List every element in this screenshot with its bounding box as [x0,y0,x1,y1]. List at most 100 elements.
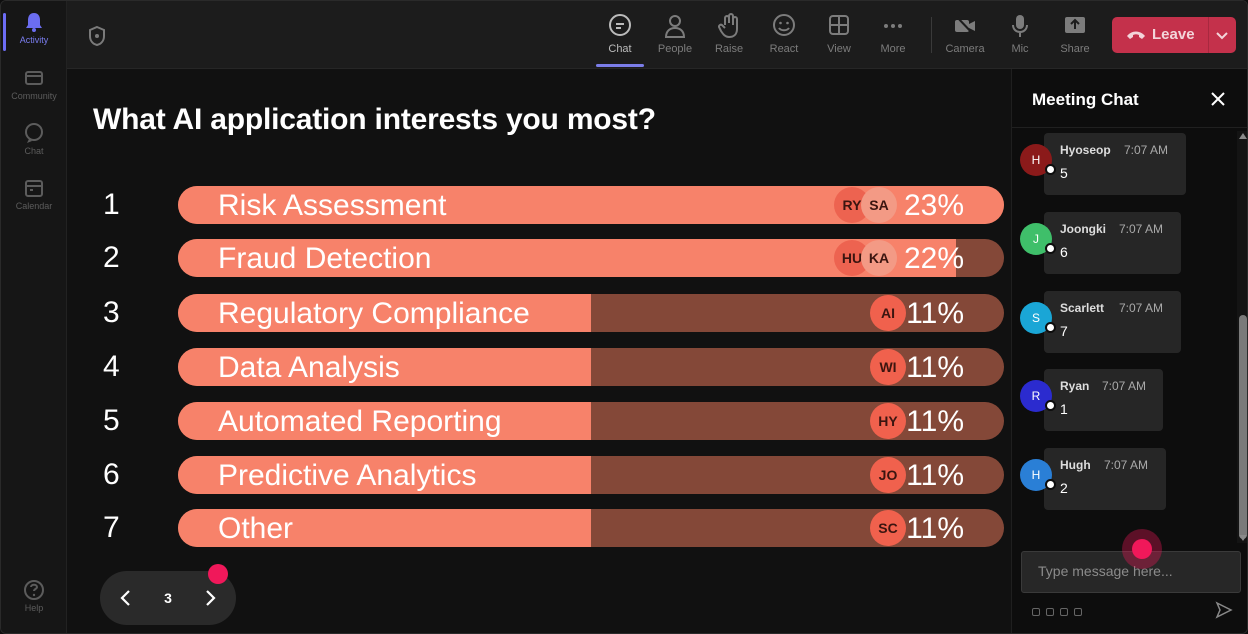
sender-name: Hugh [1060,458,1091,472]
option-label: Fraud Detection [218,242,432,275]
voter-avatar: SC [870,510,906,546]
poll-option-row: 2 Fraud Detection 22% HU KA [67,239,1011,277]
chat-format-tools [1032,603,1088,616]
chat-scrollbar[interactable] [1237,131,1247,543]
people-button[interactable]: People [649,11,701,63]
chevron-left-icon[interactable] [116,588,136,608]
sender-name: Joongki [1060,222,1107,236]
avatar-initial: R [1031,389,1041,403]
chat-avatar[interactable]: H [1020,459,1056,491]
voter-avatar: AI [870,295,906,331]
message-time: 7:07 AM [1119,301,1164,315]
smiley-icon [773,14,795,36]
people-icon [664,15,686,38]
rail-item-label: Calendar [15,201,53,211]
share-button[interactable]: Share [1049,11,1101,63]
mic-button-label: Mic [1011,43,1029,55]
share-screen-icon [1065,17,1085,33]
send-icon[interactable] [1215,601,1233,619]
sender-name: Scarlett [1060,301,1105,315]
chat-button[interactable]: Chat [594,11,646,67]
option-label: Data Analysis [218,351,400,384]
option-percent: 11% [906,512,964,545]
view-button-label: View [827,43,851,55]
chat-icon [25,123,43,143]
shield-icon[interactable] [87,25,107,47]
poll-option-row: 4 Data Analysis 11% WI [67,348,1011,386]
scroll-thumb[interactable] [1239,315,1247,539]
more-dots-icon [884,24,902,28]
chat-message: Joongki 7:07 AM 6 [1044,212,1181,274]
message-text: 6 [1060,244,1068,260]
chat-message-input[interactable]: Type message here... [1021,551,1241,593]
format-icon[interactable] [1032,608,1040,616]
react-button[interactable]: React [758,11,810,63]
chevron-down-icon[interactable] [1214,27,1230,43]
option-percent: 23% [903,189,964,222]
poll-option-row: 6 Predictive Analytics 11% JO [67,456,1011,494]
option-number: 6 [103,458,120,491]
rail-item-community[interactable]: Community [1,67,67,101]
camera-button[interactable]: Camera [939,11,991,63]
camera-button-label: Camera [945,43,985,55]
gif-icon[interactable] [1074,608,1082,616]
voter-avatar: WI [870,349,906,385]
scroll-down-arrow[interactable] [1239,535,1247,541]
close-icon[interactable] [1210,91,1226,107]
rail-item-label: Community [11,91,57,101]
share-button-label: Share [1060,43,1090,55]
more-button-label: More [880,43,906,55]
option-bar-track: Risk Assessment 23% RY SA [178,186,1004,224]
poll-option-row: 7 Other 11% SC [67,509,1011,547]
option-bar-fill [178,348,591,386]
option-number: 5 [103,404,120,437]
leave-button[interactable]: Leave [1112,17,1236,53]
rail-item-chat[interactable]: Chat [1,122,67,156]
raise-button-label: Raise [714,43,744,55]
rail-item-help[interactable]: Help [1,579,67,613]
option-number: 1 [103,188,120,221]
chat-avatar[interactable]: R [1020,380,1056,412]
leave-divider [1208,17,1209,53]
voter-avatar: KA [861,240,897,276]
chat-icon [609,14,631,36]
emoji-icon[interactable] [1060,608,1068,616]
presence-dot [1045,479,1056,490]
message-text: 7 [1060,323,1068,339]
raise-hand-button[interactable]: Raise [703,11,755,63]
rail-item-label: Activity [19,35,49,45]
avatar-initial: J [1033,232,1039,246]
scroll-up-arrow[interactable] [1239,133,1247,139]
sender-name: Hyoseop [1060,143,1111,157]
option-label: Automated Reporting [218,405,502,438]
option-percent: 22% [903,242,964,275]
option-bar-fill [178,402,591,440]
sender-name: Ryan [1060,379,1090,393]
hang-up-icon [1127,31,1145,39]
chevron-right-icon[interactable] [200,588,220,608]
more-button[interactable]: More [867,11,919,63]
bell-icon [26,13,42,32]
message-time: 7:07 AM [1104,458,1149,472]
option-number: 3 [103,296,120,329]
chat-input-placeholder: Type message here... [1038,563,1173,579]
chat-avatar[interactable]: H [1020,144,1056,176]
page-number: 3 [164,590,172,606]
attach-icon[interactable] [1046,608,1054,616]
presence-dot [1045,164,1056,175]
mic-button[interactable]: Mic [994,11,1046,63]
option-bar-track: Predictive Analytics 11% JO [178,456,1004,494]
view-button[interactable]: View [813,11,865,63]
avatar-initial: H [1031,468,1041,482]
rail-item-calendar[interactable]: Calendar [1,177,67,211]
avatar-initial: S [1031,311,1040,325]
chat-avatar[interactable]: S [1020,302,1056,334]
rail-item-activity[interactable]: Activity [1,11,67,51]
meeting-chat-panel: Meeting Chat H Hyoseop 7:07 AM 5 J Joongki 7:0… [1011,69,1247,633]
camera-off-icon [955,15,976,37]
rail-item-label: Help [24,603,44,613]
voter-avatar: HY [870,403,906,439]
chat-avatar[interactable]: J [1020,223,1056,255]
option-number: 2 [103,241,120,274]
